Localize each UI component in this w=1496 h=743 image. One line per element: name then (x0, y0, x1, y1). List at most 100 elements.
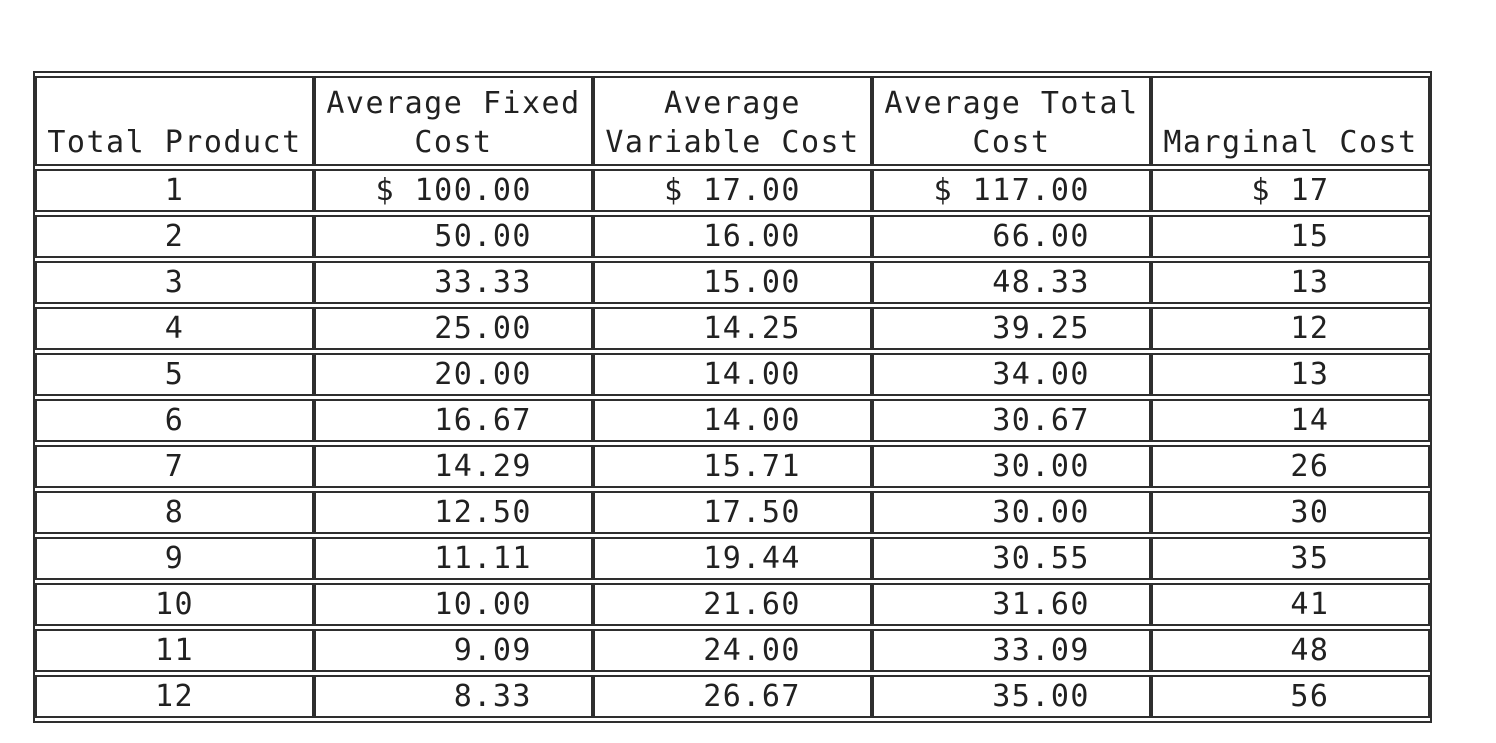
cell-marginal-cost: 56 (1151, 675, 1430, 718)
cell-average-total-cost: 30.67 (872, 399, 1151, 442)
cell-average-variable-cost: 24.00 (593, 629, 872, 672)
cell-value: 16.67 (434, 403, 532, 438)
cell-value: 14 (1290, 403, 1330, 438)
cell-average-variable-cost: 26.67 (593, 675, 872, 718)
cell-value: 35.00 (992, 679, 1090, 714)
cell-total-product: 4 (35, 307, 314, 350)
cell-total-product: 2 (35, 215, 314, 258)
cell-average-total-cost: $ 117.00 (872, 169, 1151, 212)
cell-average-variable-cost: 14.00 (593, 399, 872, 442)
cell-value: 21.60 (703, 587, 801, 622)
cell-total-product: 3 (35, 261, 314, 304)
cell-value: 19.44 (703, 541, 801, 576)
cell-value: 15.71 (703, 449, 801, 484)
cell-value: 13 (1290, 265, 1330, 300)
cell-average-total-cost: 33.09 (872, 629, 1151, 672)
cell-average-fixed-cost: $ 100.00 (314, 169, 593, 212)
cell-marginal-cost: 48 (1151, 629, 1430, 672)
cell-average-total-cost: 31.60 (872, 583, 1151, 626)
cell-value: 33.33 (434, 265, 532, 300)
cell-value: 30 (1290, 495, 1330, 530)
cell-value: 31.60 (992, 587, 1090, 622)
cell-value: 14.00 (703, 403, 801, 438)
cell-marginal-cost: 41 (1151, 583, 1430, 626)
cell-value: $ 17.00 (664, 173, 801, 208)
cell-value: 12.50 (434, 495, 532, 530)
cell-average-total-cost: 35.00 (872, 675, 1151, 718)
cell-marginal-cost: 15 (1151, 215, 1430, 258)
cell-marginal-cost: 13 (1151, 353, 1430, 396)
cell-value: 30.00 (992, 495, 1090, 530)
cell-average-variable-cost: 19.44 (593, 537, 872, 580)
cell-value: 66.00 (992, 219, 1090, 254)
cell-value: 48.33 (992, 265, 1090, 300)
table-body: 1 $ 100.00 $ 17.00 $ 117.00 $ 17 2 50.00… (35, 169, 1430, 718)
column-header-average-variable-cost: Average Variable Cost (593, 76, 872, 166)
table-row: 1 $ 100.00 $ 17.00 $ 117.00 $ 17 (35, 169, 1430, 212)
cell-total-product: 5 (35, 353, 314, 396)
cell-average-variable-cost: 15.00 (593, 261, 872, 304)
cell-value: 33.09 (992, 633, 1090, 668)
cell-marginal-cost: 12 (1151, 307, 1430, 350)
cell-value: 30.55 (992, 541, 1090, 576)
cell-total-product: 11 (35, 629, 314, 672)
cell-marginal-cost: 13 (1151, 261, 1430, 304)
cell-average-fixed-cost: 14.29 (314, 445, 593, 488)
cell-average-variable-cost: 15.71 (593, 445, 872, 488)
table-row: 10 10.00 21.60 31.60 41 (35, 583, 1430, 626)
table-row: 11 9.09 24.00 33.09 48 (35, 629, 1430, 672)
cell-average-total-cost: 66.00 (872, 215, 1151, 258)
cell-value: 35 (1290, 541, 1330, 576)
cell-value: 14.00 (703, 357, 801, 392)
cell-value: 16.00 (703, 219, 801, 254)
cell-average-variable-cost: 17.50 (593, 491, 872, 534)
page-body: Total Product Average Fixed Cost Average… (33, 71, 1432, 723)
cell-average-variable-cost: $ 17.00 (593, 169, 872, 212)
cell-value: 25.00 (434, 311, 532, 346)
table-row: 8 12.50 17.50 30.00 30 (35, 491, 1430, 534)
cell-marginal-cost: 35 (1151, 537, 1430, 580)
cell-average-fixed-cost: 11.11 (314, 537, 593, 580)
cell-total-product: 7 (35, 445, 314, 488)
cell-average-variable-cost: 16.00 (593, 215, 872, 258)
cell-value: 17.50 (703, 495, 801, 530)
cell-average-fixed-cost: 20.00 (314, 353, 593, 396)
cell-marginal-cost: 14 (1151, 399, 1430, 442)
table-row: 6 16.67 14.00 30.67 14 (35, 399, 1430, 442)
cell-average-total-cost: 34.00 (872, 353, 1151, 396)
cell-value: 11.11 (434, 541, 532, 576)
cell-average-fixed-cost: 33.33 (314, 261, 593, 304)
cell-total-product: 6 (35, 399, 314, 442)
table-row: 9 11.11 19.44 30.55 35 (35, 537, 1430, 580)
cell-average-fixed-cost: 12.50 (314, 491, 593, 534)
cell-value: 26.67 (703, 679, 801, 714)
cell-average-total-cost: 39.25 (872, 307, 1151, 350)
cell-value: 26 (1290, 449, 1330, 484)
cell-average-variable-cost: 14.00 (593, 353, 872, 396)
table-row: 4 25.00 14.25 39.25 12 (35, 307, 1430, 350)
cell-value: 20.00 (434, 357, 532, 392)
table-row: 12 8.33 26.67 35.00 56 (35, 675, 1430, 718)
column-header-total-product: Total Product (35, 76, 314, 166)
cell-average-fixed-cost: 25.00 (314, 307, 593, 350)
cell-marginal-cost: 26 (1151, 445, 1430, 488)
cell-value: 48 (1290, 633, 1330, 668)
cell-total-product: 8 (35, 491, 314, 534)
column-header-marginal-cost: Marginal Cost (1151, 76, 1430, 166)
cell-value: 14.29 (434, 449, 532, 484)
cell-value: $ 117.00 (933, 173, 1090, 208)
header-row: Total Product Average Fixed Cost Average… (35, 76, 1430, 166)
cost-schedule-table: Total Product Average Fixed Cost Average… (33, 71, 1432, 723)
table-row: 5 20.00 14.00 34.00 13 (35, 353, 1430, 396)
cell-average-fixed-cost: 50.00 (314, 215, 593, 258)
cell-value: 50.00 (434, 219, 532, 254)
cell-value: 24.00 (703, 633, 801, 668)
cell-marginal-cost: $ 17 (1151, 169, 1430, 212)
cell-value: 30.67 (992, 403, 1090, 438)
cell-marginal-cost: 30 (1151, 491, 1430, 534)
cell-value: 15.00 (703, 265, 801, 300)
column-header-average-fixed-cost: Average Fixed Cost (314, 76, 593, 166)
cell-value: 41 (1290, 587, 1330, 622)
cell-value: 34.00 (992, 357, 1090, 392)
cell-value: 14.25 (703, 311, 801, 346)
